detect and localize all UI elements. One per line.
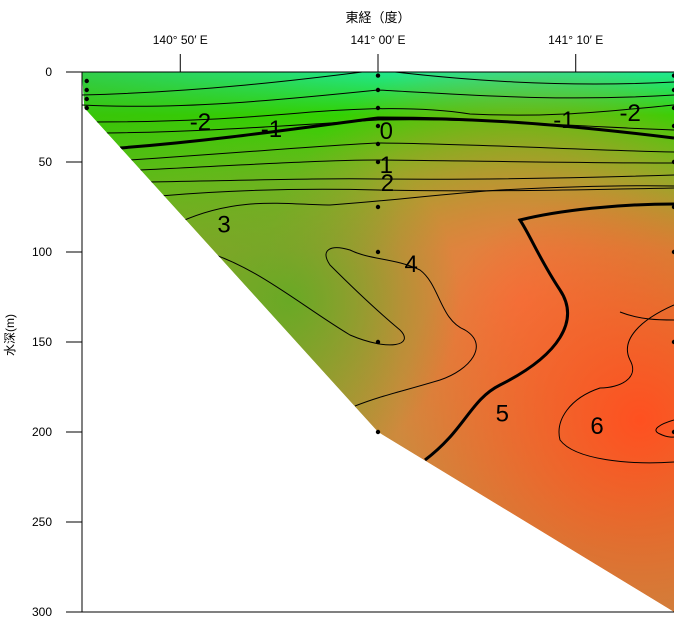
- x-tick-label: 141° 00′ E: [350, 33, 405, 47]
- y-tick-label: 0: [45, 65, 52, 79]
- x-axis-ticks: 140° 50′ E 141° 00′ E 141° 10′ E: [153, 33, 603, 72]
- station-point: [84, 96, 89, 102]
- station-point: [671, 339, 674, 345]
- y-tick-label: 250: [32, 515, 52, 529]
- contour-label: 2: [381, 170, 394, 197]
- station-point: [671, 204, 674, 210]
- contour-label: 3: [217, 212, 230, 239]
- station-point: [375, 123, 381, 129]
- contour-label: -1: [261, 116, 282, 143]
- station-point: [84, 105, 89, 111]
- contour-label: 4: [404, 251, 417, 278]
- contour-line: [179, 185, 674, 223]
- y-tick-label: 300: [32, 605, 52, 619]
- station-point: [671, 73, 674, 78]
- contour-line: [159, 187, 674, 197]
- y-tick-label: 150: [32, 335, 52, 349]
- contour-label: 6: [590, 413, 603, 440]
- station-point: [671, 159, 674, 165]
- y-axis-ticks: 0 50 100 150 200 250 300: [32, 65, 82, 619]
- station-point: [375, 105, 381, 111]
- station-point: [375, 141, 381, 147]
- station-point: [671, 87, 674, 93]
- station-point: [671, 429, 674, 435]
- sea-floor-mask: [82, 108, 674, 612]
- station-point: [375, 204, 381, 210]
- station-point: [84, 78, 89, 84]
- y-tick-label: 50: [39, 155, 53, 169]
- y-axis-label: 水深(m): [3, 314, 17, 356]
- contour-label: 5: [496, 401, 509, 428]
- station-point: [671, 123, 674, 129]
- y-tick-label: 200: [32, 425, 52, 439]
- x-tick-label: 141° 10′ E: [548, 33, 603, 47]
- contour-labels: -2 -1 0 12 3 4 5 6 -1 -2: [190, 100, 641, 440]
- station-point: [375, 249, 381, 255]
- contour-line: [82, 72, 674, 96]
- station-point: [375, 429, 381, 435]
- station-point: [671, 249, 674, 255]
- contour-line: [199, 247, 477, 407]
- contour-line: [104, 119, 674, 134]
- station-point: [375, 159, 381, 165]
- station-point: [375, 339, 381, 345]
- contour-label: -1: [553, 107, 574, 134]
- station-point: [671, 105, 674, 111]
- contour-label: -2: [190, 109, 211, 136]
- contour-label: 0: [380, 118, 393, 145]
- contour-line: [149, 174, 674, 183]
- contour-line: [424, 202, 674, 462]
- contour-line: [558, 304, 674, 464]
- station-point: [375, 87, 381, 93]
- station-point: [84, 87, 89, 93]
- contour-line: [655, 419, 674, 438]
- x-tick-label: 140° 50′ E: [153, 33, 208, 47]
- station-point: [375, 73, 381, 78]
- station-points: [84, 73, 674, 435]
- x-axis-label: 東経（度）: [345, 10, 410, 25]
- contour-line: [94, 104, 674, 123]
- contour-label: 1: [380, 152, 393, 179]
- contour-line: [119, 116, 674, 150]
- contour-label: -2: [620, 100, 641, 127]
- y-tick-label: 100: [32, 245, 52, 259]
